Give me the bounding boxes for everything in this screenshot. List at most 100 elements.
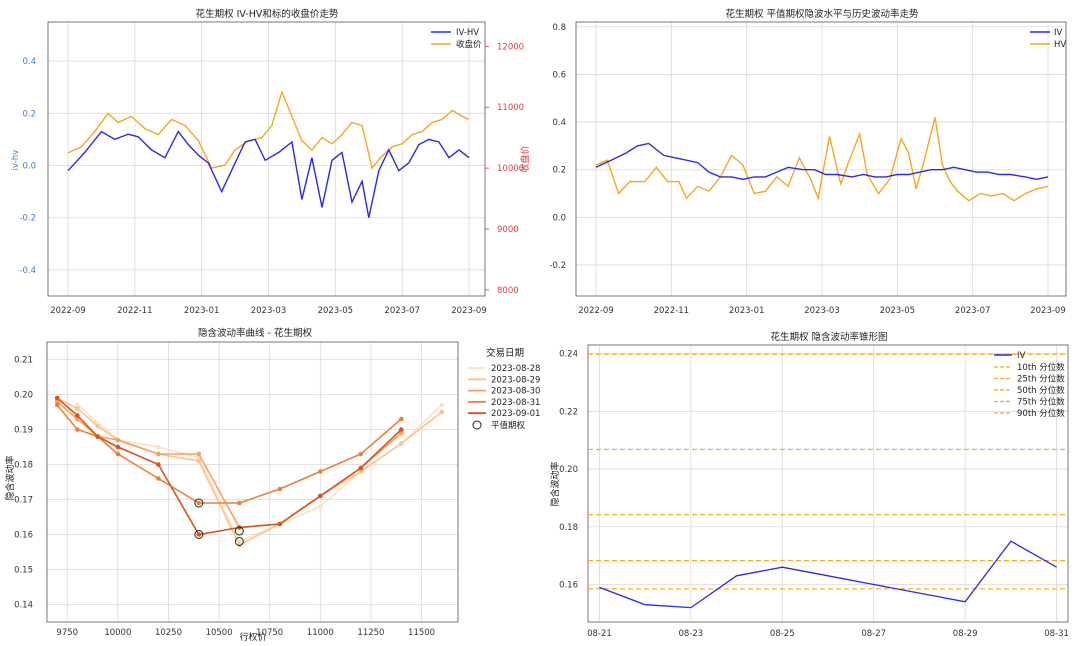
legend-label-iv: IV <box>1017 351 1026 361</box>
x-tick-label: 08-23 <box>679 629 704 639</box>
x-tick-label: 11000 <box>307 628 334 638</box>
smile-point <box>75 402 80 408</box>
x-tick-label: 2022-09 <box>50 306 86 316</box>
legend-label-hv: HV <box>1054 40 1066 50</box>
legend-label-percentile: 10th 分位数 <box>1017 362 1065 373</box>
legend-label-percentile: 25th 分位数 <box>1017 374 1065 385</box>
legend: IV HV <box>1030 28 1066 50</box>
y2-tick-label: 9000 <box>497 225 519 235</box>
chart-atm-iv-vs-hv: 2022-09 2022-11 2023-01 2023-03 2023-05 2023-… <box>549 8 1067 316</box>
y-tick-label: 0.8 <box>552 23 566 33</box>
x-tick-label: 08-29 <box>953 629 978 639</box>
legend-label-iv-hv: IV-HV <box>456 28 479 38</box>
y-tick-label: 0.2 <box>552 166 566 176</box>
y-tick-label: -0.4 <box>19 266 36 276</box>
x-tick-label: 08-25 <box>770 629 795 639</box>
y-tick-label: 0.14 <box>14 601 33 611</box>
x-tick-label: 08-31 <box>1044 629 1069 639</box>
x-tick-label: 2023-05 <box>880 306 916 316</box>
smile-point <box>156 451 161 457</box>
legend-label-percentile: 90th 分位数 <box>1017 408 1065 419</box>
smile-point <box>156 444 161 450</box>
legend-label: 2023-08-28 <box>491 364 540 374</box>
smile-point <box>75 406 80 411</box>
x-tick-label: 2023-03 <box>804 306 840 316</box>
legend-label-close: 收盘价 <box>456 39 482 50</box>
chart-title: 花生期权 平值期权隐波水平与历史波动率走势 <box>725 8 919 20</box>
smile-point <box>156 476 161 481</box>
y-tick-label: 0.17 <box>14 496 33 506</box>
smile-point <box>75 413 80 418</box>
y-axis-label: 隐含波动率 <box>4 455 16 500</box>
y-axis-label: 隐含波动率 <box>549 461 561 506</box>
x-tick-label: 2023-05 <box>318 306 354 316</box>
x-tick-label: 2023-09 <box>1030 306 1066 316</box>
smile-point <box>318 493 323 499</box>
atm-marker <box>194 530 204 539</box>
atm-marker <box>234 537 244 546</box>
legend-label-atm: 平值期权 <box>491 420 526 431</box>
smile-point <box>318 469 323 474</box>
chart-title: 隐含波动率曲线 - 花生期权 <box>198 327 312 339</box>
chart-iv-cone: 08-21 08-23 08-25 08-27 08-29 08-31 0.16 0.18 0.… <box>549 331 1069 639</box>
plot-frame <box>46 341 459 623</box>
smile-point <box>277 486 283 492</box>
smile-point <box>399 430 404 436</box>
smile-point <box>115 437 121 443</box>
y-tick-label: 0.0 <box>552 213 566 223</box>
legend-atm-marker <box>472 420 482 430</box>
x-axis-label: 行权价 <box>239 631 266 643</box>
smile-point <box>439 409 445 415</box>
y-tick-label: 0.4 <box>22 57 36 67</box>
y-tick-label: -0.2 <box>19 214 36 224</box>
smile-point <box>399 441 404 446</box>
y2-tick-label: 12000 <box>497 42 524 52</box>
y-tick-label: 0.0 <box>22 162 36 172</box>
y-tick-label: -0.2 <box>549 261 566 271</box>
atm-marker <box>234 526 244 536</box>
smile-point <box>54 399 60 404</box>
y-tick-label: 0.18 <box>559 523 578 533</box>
series-iv-hv-line <box>67 130 470 218</box>
smile-point <box>439 402 445 408</box>
smile-point <box>196 500 202 506</box>
smile-point <box>196 451 202 457</box>
smile-point <box>399 416 404 422</box>
smile-point <box>75 427 80 432</box>
smile-point <box>196 458 202 464</box>
x-tick-label: 10000 <box>104 628 131 638</box>
legend-label-iv: IV <box>1054 28 1063 38</box>
series-iv-line <box>599 540 1057 609</box>
y-axis-label: iv-hv <box>11 150 21 171</box>
series-iv-line <box>595 142 1049 181</box>
smile-line-2023-08-29 <box>56 397 443 547</box>
legend-title: 交易日期 <box>486 347 524 359</box>
plot-frame <box>575 21 1067 297</box>
legend-label-percentile: 50th 分位数 <box>1017 385 1065 396</box>
smile-point <box>358 465 364 471</box>
legend: 交易日期2023-08-282023-08-292023-08-302023-0… <box>468 347 540 431</box>
x-tick-label: 2023-01 <box>184 306 220 316</box>
x-tick-label: 11250 <box>357 628 384 638</box>
y-tick-label: 0.4 <box>552 118 566 128</box>
smile-line-2023-08-31 <box>56 404 402 504</box>
legend-label: 2023-08-29 <box>491 375 540 385</box>
x-tick-label: 08-21 <box>587 629 612 639</box>
smile-point <box>54 402 60 408</box>
smile-point <box>318 504 323 509</box>
x-tick-label: 9750 <box>56 628 78 638</box>
smile-point <box>399 427 404 432</box>
legend-label: 2023-08-30 <box>491 387 540 397</box>
y-tick-label: 0.20 <box>559 465 578 475</box>
legend-label: 2023-08-31 <box>491 398 540 408</box>
smile-point <box>115 444 121 450</box>
x-tick-label: 2022-09 <box>578 306 614 316</box>
atm-marker <box>194 498 204 508</box>
smile-point <box>358 451 364 457</box>
smile-point <box>237 500 242 506</box>
legend-label: 2023-09-01 <box>491 409 540 419</box>
y-tick-label: 0.18 <box>14 461 33 471</box>
smile-point <box>95 423 100 429</box>
smile-point <box>75 416 80 422</box>
